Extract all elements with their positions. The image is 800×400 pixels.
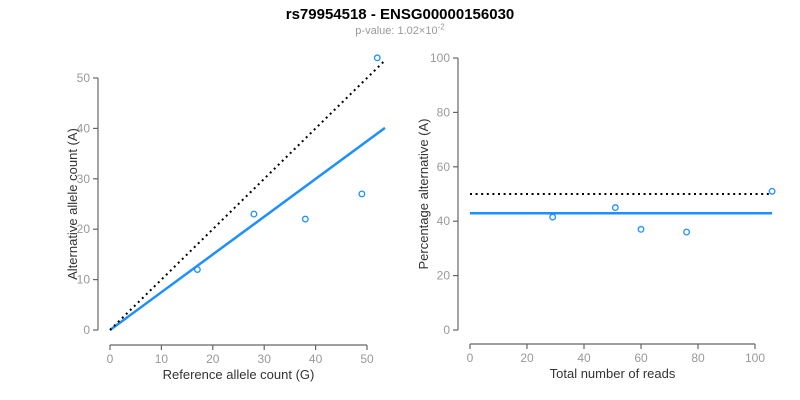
y-tick-label: 40 (77, 121, 91, 135)
left-plot: 0 10 20 30 40 50 0 10 20 30 40 50 Reference allele c… (65, 54, 386, 382)
x-axis-label: Reference allele count (G) (163, 367, 315, 382)
chart-subtitle: p-value: 1.02×10-2 (0, 22, 800, 37)
identity-expected-line (109, 59, 386, 331)
data-point (768, 187, 776, 195)
x-tick-label: 50 (360, 352, 374, 366)
x-tick-label: 0 (467, 351, 474, 365)
y-tick-label: 0 (83, 323, 90, 337)
y-axis-label: Alternative allele count (A) (65, 128, 80, 280)
data-point (549, 213, 557, 221)
y-tick-label: 10 (77, 273, 91, 287)
y-tick-label: 100 (430, 51, 450, 65)
y-tick-label: 20 (77, 222, 91, 236)
y-tick-label: 50 (77, 71, 91, 85)
x-tick-label: 40 (309, 352, 323, 366)
right-plot: 0 20 40 60 80 100 0 20 40 60 80 100 Total number of … (416, 51, 776, 381)
x-tick-label: 10 (155, 352, 169, 366)
x-tick-label: 80 (691, 351, 705, 365)
data-point (611, 204, 619, 212)
chart-title: rs79954518 - ENSG00000156030 (285, 6, 515, 23)
data-point (193, 266, 201, 273)
y-tick-label: 20 (437, 269, 451, 283)
data-point (358, 190, 366, 198)
y-tick-label: 40 (437, 214, 451, 228)
x-tick-label: 0 (107, 352, 114, 366)
y-tick-label: 30 (77, 172, 91, 186)
x-tick-label: 20 (520, 351, 534, 365)
y-tick-label: 0 (443, 323, 450, 337)
x-tick-label: 60 (634, 351, 648, 365)
data-point (250, 210, 258, 218)
p-value-text: p-value: 1.02×10 (355, 25, 438, 37)
x-tick-label: 40 (577, 351, 591, 365)
x-tick-label: 100 (745, 351, 765, 365)
x-axis-label: Total number of reads (550, 366, 676, 381)
data-point (373, 54, 381, 62)
y-tick-label: 80 (437, 105, 451, 119)
data-point (637, 225, 645, 233)
x-tick-label: 30 (258, 352, 272, 366)
y-axis-label: Percentage alternative (A) (416, 118, 431, 269)
p-value-exponent: -2 (437, 22, 445, 32)
x-tick-label: 20 (206, 352, 220, 366)
data-point (683, 228, 691, 236)
data-point (301, 215, 309, 223)
y-tick-label: 60 (437, 160, 451, 174)
fitted-allelic-ratio-line (109, 126, 386, 332)
